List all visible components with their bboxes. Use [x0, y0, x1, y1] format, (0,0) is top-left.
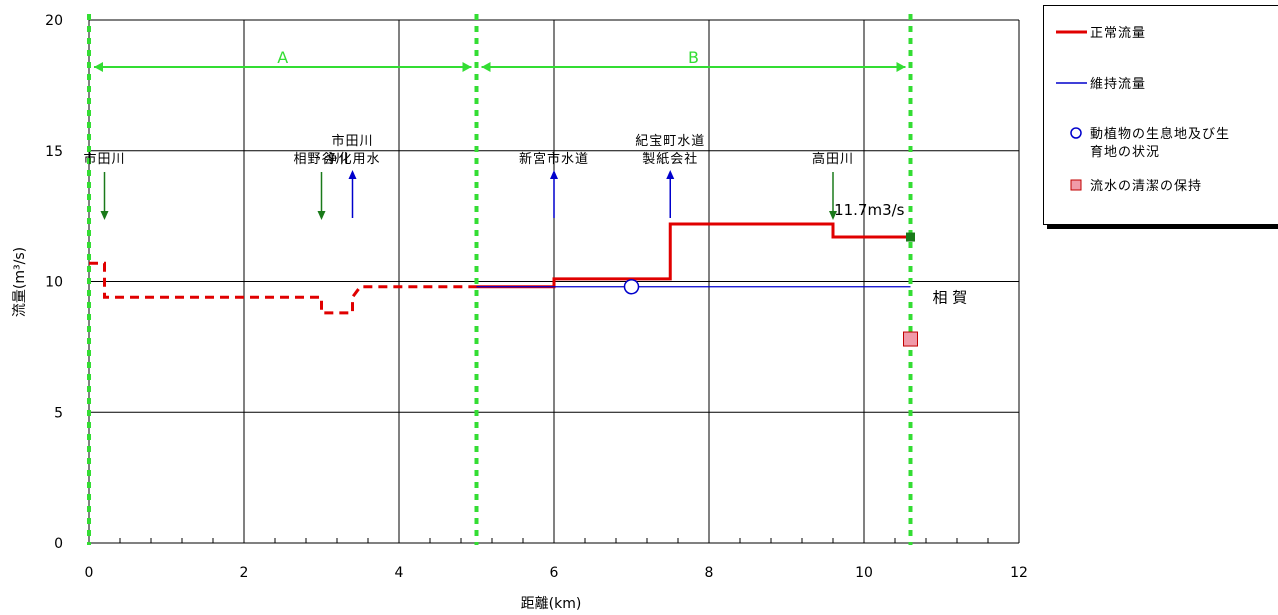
x-tick-label: 6	[550, 565, 559, 581]
tributary-label: 製紙会社	[642, 151, 698, 167]
legend-label-water-quality: 流水の清潔の保持	[1090, 179, 1202, 194]
arrowhead	[829, 211, 837, 220]
tributary-label: 新宮市水道	[519, 151, 589, 167]
y-tick-label: 15	[45, 144, 63, 160]
minor-ticks	[88, 538, 1020, 543]
x-tick-labels: 0 2 4 6 8 10 12	[85, 565, 1028, 581]
tributary-label: 市田川	[83, 151, 125, 167]
y-tick-label: 5	[54, 405, 63, 421]
tributary-label: 紀宝町水道	[635, 134, 705, 149]
arrowhead	[100, 211, 109, 220]
x-tick-label: 0	[85, 565, 94, 581]
arrowhead	[348, 170, 357, 179]
habitat-marker	[623, 278, 640, 295]
legend: 正常流量 維持流量 動植物の生息地及び生 育地の状況 流水の清潔の保持	[1043, 5, 1278, 225]
station-label: 相 賀	[933, 289, 968, 307]
reach-label: A	[277, 48, 288, 67]
legend-water-quality-square	[1070, 179, 1082, 191]
x-tick-label: 12	[1010, 565, 1028, 581]
legend-label-habitat: 動植物の生息地及び生	[1090, 126, 1230, 142]
annotations: 11.7m3/s 相 賀	[834, 201, 967, 307]
legend-symbols: 正常流量 維持流量 動植物の生息地及び生 育地の状況 流水の清潔の保持	[1056, 26, 1230, 194]
water-quality-marker	[903, 331, 918, 347]
x-tick-label: 2	[240, 565, 249, 581]
arrowhead	[666, 170, 675, 179]
reach-span-arrowhead	[94, 62, 103, 72]
reach-boundaries	[87, 14, 913, 545]
reach-span-arrowhead	[462, 62, 472, 72]
reach-span-arrowhead	[481, 62, 491, 72]
flow-value-annotation: 11.7m3/s	[834, 201, 905, 219]
tributary-label: 浄化用水	[324, 152, 380, 167]
x-axis-title: 距離(km)	[521, 595, 582, 612]
endpoint-marker	[906, 232, 915, 242]
y-tick-label: 0	[54, 536, 63, 552]
series-line	[476, 222, 911, 289]
x-tick-label: 4	[395, 565, 404, 581]
reach-label: B	[688, 48, 699, 67]
legend-label-maintenance-flow: 維持流量	[1090, 77, 1146, 92]
y-tick-label: 20	[45, 13, 63, 29]
x-tick-label: 8	[705, 565, 714, 581]
series-line	[89, 261, 477, 315]
legend-label-habitat-line2: 育地の状況	[1090, 144, 1160, 160]
y-tick-label: 10	[45, 275, 63, 291]
markers	[623, 232, 918, 347]
arrowhead	[550, 170, 558, 179]
y-axis-title: 流量(m³/s)	[12, 247, 28, 317]
series-lines	[89, 222, 911, 315]
tributary-label: 相野谷川	[293, 152, 349, 167]
tributary-label: 高田川	[812, 151, 854, 167]
arrowhead	[317, 211, 326, 220]
grid-lines	[88, 19, 1020, 544]
x-tick-label: 10	[855, 565, 873, 581]
tributary-label: 市田川	[331, 133, 373, 149]
legend-habitat-circle	[1070, 127, 1082, 139]
y-tick-labels: 0 5 10 15 20	[45, 13, 63, 552]
legend-label-normal-flow: 正常流量	[1090, 26, 1146, 41]
reach-span-arrowhead	[896, 62, 906, 72]
